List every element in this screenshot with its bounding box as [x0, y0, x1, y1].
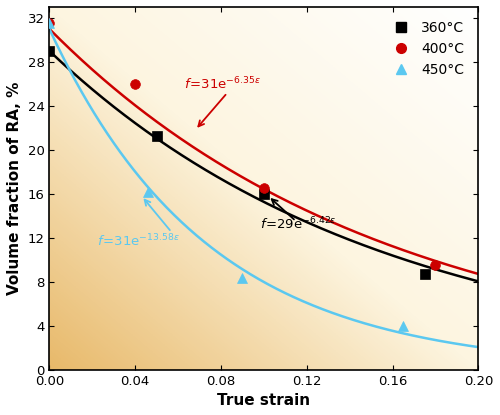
Text: $f\!=\!31\mathrm{e}^{-6.35\varepsilon}$: $f\!=\!31\mathrm{e}^{-6.35\varepsilon}$: [184, 76, 262, 93]
X-axis label: True strain: True strain: [218, 393, 310, 408]
Legend: 360°C, 400°C, 450°C: 360°C, 400°C, 450°C: [380, 14, 472, 84]
Text: $f\!=\!31\mathrm{e}^{-13.58\varepsilon}$: $f\!=\!31\mathrm{e}^{-13.58\varepsilon}$: [96, 233, 180, 249]
Text: $f\!=\!29\mathrm{e}^{-6.42\varepsilon}$: $f\!=\!29\mathrm{e}^{-6.42\varepsilon}$: [260, 215, 336, 232]
Y-axis label: Volume fraction of RA, %: Volume fraction of RA, %: [7, 82, 22, 295]
